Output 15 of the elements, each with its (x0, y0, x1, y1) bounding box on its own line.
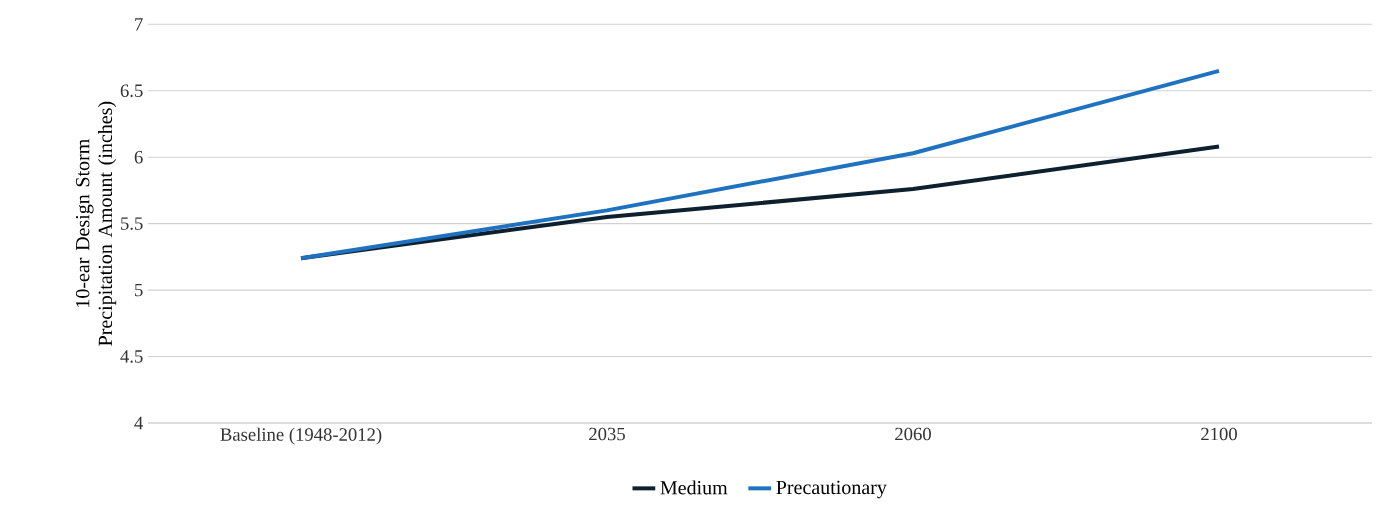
y-tick-label: 4.5 (120, 350, 143, 363)
legend-label: Medium (660, 480, 728, 495)
y-tick-label: 6.5 (120, 84, 143, 98)
y-axis-title: 10-ear Design Storm Precipitation Amount (inches) (75, 101, 117, 346)
y-tick-label: 5 (135, 283, 143, 297)
x-tick-label: 2060 (895, 427, 931, 441)
legend-label: Precautionary (776, 480, 887, 499)
y-tick-label: 7 (135, 18, 143, 31)
x-tick-label: Baseline (1948-2012) (220, 427, 382, 445)
x-tick-label: 2100 (1201, 427, 1237, 441)
x-tick-label: 2035 (589, 427, 625, 441)
y-tick-label: 5.5 (121, 217, 143, 230)
y-tick-label: 6 (134, 150, 143, 164)
line-series (299, 68, 1221, 261)
y-tick-label: 4 (134, 416, 144, 430)
